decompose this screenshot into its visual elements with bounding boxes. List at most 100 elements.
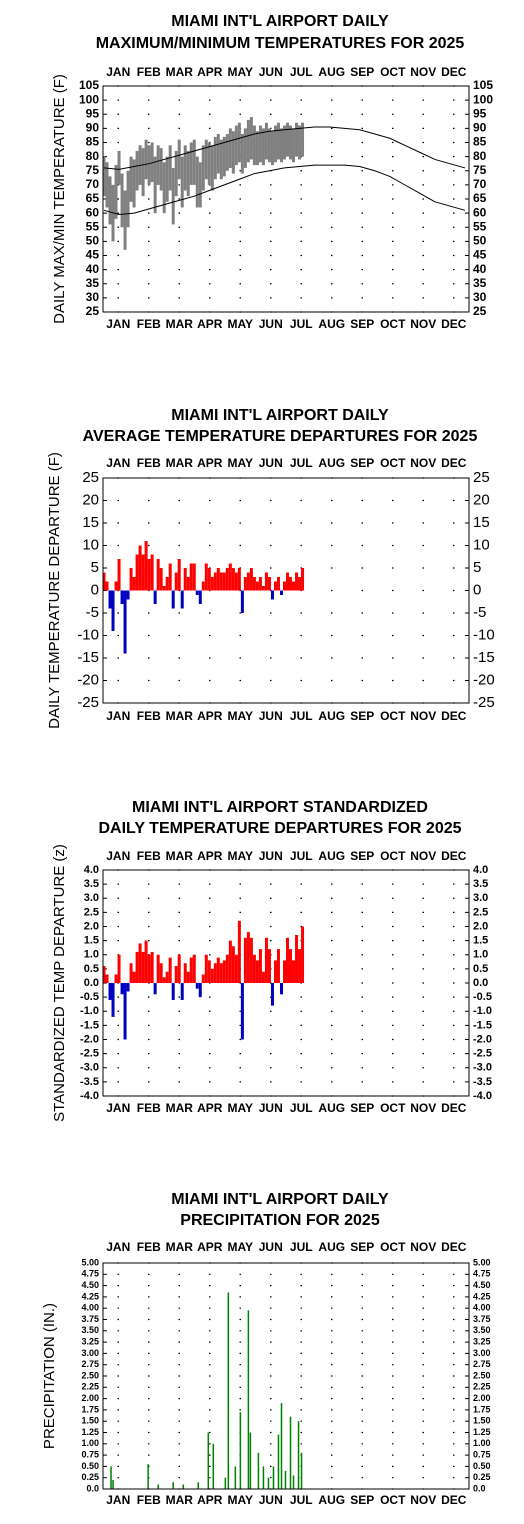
y-tick-label: 2.0: [84, 920, 99, 932]
normal-line: [103, 164, 466, 216]
bar: [284, 1470, 287, 1489]
bar: [267, 949, 271, 983]
bar: [144, 541, 148, 591]
range-bar: [117, 150, 121, 185]
y-tick-label: 15: [82, 514, 99, 531]
bar: [249, 1432, 252, 1489]
bar: [258, 949, 262, 983]
month-label: AUG: [318, 65, 345, 79]
range-bar: [279, 128, 283, 163]
y-tick-label: 35: [86, 276, 100, 290]
month-label: NOV: [410, 65, 436, 79]
range-bar: [141, 148, 145, 197]
bar: [132, 577, 136, 591]
range-bar: [114, 165, 118, 219]
y-tick-label-right: 95: [473, 106, 487, 120]
month-label: SEP: [350, 65, 374, 79]
y-tick-label-right: 70: [473, 177, 487, 191]
month-label: OCT: [380, 849, 406, 863]
y-tick-label-right: -0.5: [473, 991, 492, 1003]
range-bar: [177, 139, 181, 180]
y-tick-label-right: -20: [473, 671, 495, 688]
y-tick-label: -4.0: [80, 1090, 99, 1102]
month-label: JAN: [106, 456, 130, 470]
month-label: MAR: [166, 709, 194, 723]
y-tick-label-right: 2.5: [473, 906, 488, 918]
bar: [177, 559, 181, 591]
bar: [231, 946, 235, 983]
y-tick-label-right: -15: [473, 649, 495, 666]
month-label: OCT: [380, 709, 406, 723]
bar: [129, 963, 133, 983]
range-bar: [174, 150, 178, 197]
month-label: JUL: [290, 1493, 313, 1507]
bar: [219, 572, 223, 591]
bar: [186, 971, 190, 983]
y-tick-label-right: -10: [473, 626, 495, 643]
y-tick-label: 0.25: [81, 1472, 99, 1482]
bar: [204, 563, 208, 591]
y-tick-label: -10: [77, 626, 99, 643]
y-tick-label-right: 2.0: [473, 920, 488, 932]
bar: [132, 971, 136, 983]
month-label: JUL: [290, 709, 313, 723]
bar: [159, 963, 163, 983]
bar: [261, 586, 265, 591]
month-label: FEB: [137, 849, 161, 863]
month-label: JAN: [106, 1240, 130, 1254]
range-bar: [295, 122, 299, 157]
y-tick-label-right: 2.50: [473, 1370, 491, 1380]
y-tick-label: 90: [86, 121, 100, 135]
y-tick-label: 4.50: [81, 1280, 99, 1290]
range-bar: [135, 150, 139, 191]
y-tick-label-right: 65: [473, 191, 487, 205]
y-tick-label-right: 4.00: [473, 1303, 491, 1313]
bar: [240, 983, 244, 1040]
y-tick-label: 70: [86, 177, 100, 191]
month-label: SEP: [350, 317, 374, 331]
bar: [204, 954, 208, 983]
bar: [189, 957, 193, 983]
month-label: SEP: [350, 1493, 374, 1507]
bar: [298, 949, 302, 983]
bar: [234, 1466, 237, 1489]
month-label: JAN: [106, 65, 130, 79]
y-axis-label: DAILY MAX/MIN TEMPERATURE (F): [51, 74, 68, 324]
bar: [105, 581, 109, 591]
y-tick-label: 45: [86, 248, 100, 262]
y-axis-label: DAILY TEMPERATURE DEPARTURE (F): [46, 452, 63, 729]
range-bar: [102, 156, 106, 197]
bar: [180, 590, 184, 609]
month-label: APR: [197, 849, 223, 863]
bar: [123, 983, 127, 1040]
y-tick-label: -3.0: [80, 1062, 99, 1074]
range-bar: [243, 128, 247, 168]
chart: MIAMI INT'L AIRPORT STANDARDIZED DAILY TE…: [51, 799, 492, 1122]
y-tick-label-right: 90: [473, 121, 487, 135]
y-tick-label: 75: [86, 163, 100, 177]
bar: [108, 590, 112, 609]
y-tick-label-right: 20: [473, 491, 490, 508]
month-label: APR: [197, 317, 223, 331]
bar: [174, 966, 178, 983]
month-label: MAR: [166, 317, 194, 331]
chart-title: MIAMI INT'L AIRPORT DAILY: [171, 1191, 389, 1208]
bar: [102, 966, 106, 983]
range-bar: [147, 145, 151, 185]
range-bar: [298, 125, 302, 160]
y-tick-label-right: 0.0: [473, 1483, 486, 1493]
y-tick-label-right: -1.5: [473, 1019, 492, 1031]
range-bar: [105, 162, 109, 208]
y-tick-label-right: 1.5: [473, 935, 488, 947]
bar: [192, 563, 196, 591]
y-tick-label-right: 3.50: [473, 1325, 491, 1335]
y-tick-label: 60: [86, 205, 100, 219]
bar: [171, 590, 175, 609]
month-label: NOV: [410, 456, 436, 470]
month-label: NOV: [410, 317, 436, 331]
bar: [195, 590, 199, 595]
range-bar: [144, 139, 148, 180]
y-tick-label-right: 3.00: [473, 1348, 491, 1358]
month-label: OCT: [380, 456, 406, 470]
bar: [286, 572, 290, 591]
